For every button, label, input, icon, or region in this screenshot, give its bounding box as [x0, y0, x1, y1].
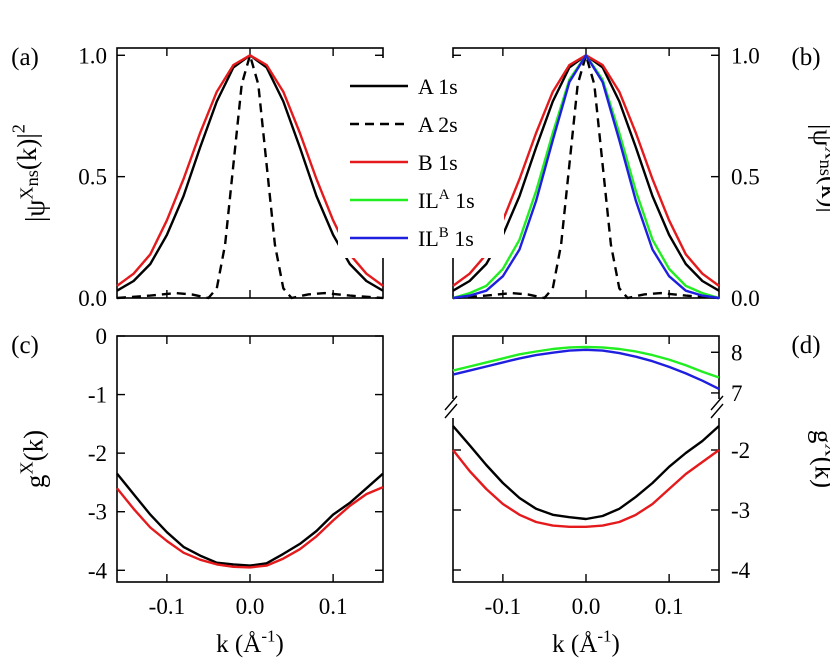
y-axis-label-a: |ψXns(k)|2 — [9, 124, 50, 222]
panel-c-frame — [116, 335, 384, 583]
y-axis-label-d-part: g — [808, 430, 830, 444]
x-axis-label-d-part: -1 — [597, 627, 611, 646]
legend-label: A 1s — [418, 74, 458, 99]
panel-label-c: (c) — [11, 332, 39, 359]
panel-a: (a) 0.0 0.5 1.0 |ψXns(k)|2 — [9, 43, 384, 311]
legend-label: B 1s — [418, 150, 458, 175]
panel-a-series-1 — [116, 54, 384, 300]
y-tick-label: 0.5 — [78, 165, 107, 190]
y-tick-label: -2 — [88, 441, 107, 466]
y-tick-label: 0.0 — [731, 286, 760, 311]
x-tick-label: 0.1 — [655, 594, 684, 619]
panel-b-series-4 — [452, 54, 720, 300]
y-axis-label-d-part: X — [821, 443, 830, 456]
legend-label: A 2s — [418, 112, 458, 137]
x-tick-label: 0.0 — [236, 594, 265, 619]
x-tick-label: -0.1 — [149, 594, 185, 619]
x-tick-label: 0.1 — [319, 594, 348, 619]
x-axis-label-c-part: -1 — [261, 627, 275, 646]
panel-d-series-0 — [452, 425, 720, 521]
legend-label-part: A 2s — [418, 112, 458, 137]
panel-c-series-0 — [116, 472, 384, 567]
y-tick-label: 0.5 — [731, 165, 760, 190]
y-axis-label-b-part: (k)| — [816, 176, 830, 213]
legend-label-part: IL — [418, 188, 439, 213]
axis-break-mark-left — [444, 403, 458, 419]
x-tick-label: -0.1 — [485, 594, 521, 619]
y-tick-label: 0.0 — [78, 286, 107, 311]
y-axis-label-a-part: (k)| — [12, 133, 42, 170]
y-axis-label-b: |ψXns(k)|2 — [808, 124, 830, 222]
y-axis-label-d: gX(k) — [808, 430, 830, 488]
axis-break-mark-right — [710, 395, 724, 411]
y-axis-label-c-part: g — [20, 475, 50, 489]
panel-d: -0.1 0.0 0.1 (d) 8 7 -2 -3 -4 gX(k) k (Å-1) — [444, 332, 830, 659]
x-axis-label-d-part: k (Å — [552, 631, 597, 658]
y-tick-label: -1 — [88, 383, 107, 408]
y-axis-label-c-part: (k) — [19, 430, 49, 461]
x-axis-label-d-part: ) — [611, 631, 619, 658]
panel-label-b: (b) — [791, 44, 820, 71]
legend-label-part: B — [439, 225, 449, 241]
y-axis-label-a-part: ns — [22, 170, 42, 186]
y-axis-label-a-part: 2 — [9, 124, 29, 133]
axis-break-mark-left — [444, 395, 458, 411]
x-axis-label-c-part: k (Å — [216, 631, 261, 658]
y-axis-label-b-part: |ψ — [808, 124, 830, 146]
legend-label: ILB 1s — [418, 225, 474, 251]
panel-d-series-3 — [452, 348, 720, 390]
x-axis-label-c-part: ) — [275, 631, 283, 658]
legend-label-part: 1s — [449, 226, 474, 251]
y-tick-label: -4 — [88, 558, 108, 583]
panel-b-series-1 — [452, 54, 720, 300]
axis-break-mark-right — [710, 403, 724, 419]
panel-label-d: (d) — [791, 332, 820, 359]
y-tick-label: 8 — [731, 340, 743, 365]
panel-d-series-1 — [452, 449, 720, 528]
y-tick-label: -3 — [731, 498, 750, 523]
y-tick-label: -3 — [88, 500, 107, 525]
x-axis-label-d: k (Å-1) — [552, 627, 620, 659]
legend-label-part: B 1s — [418, 150, 458, 175]
legend-label-part: A — [439, 187, 450, 203]
y-tick-label: 7 — [731, 381, 743, 406]
y-tick-label: 1.0 — [731, 43, 760, 68]
legend-label-part: A 1s — [418, 74, 458, 99]
y-tick-label: 0 — [96, 324, 108, 349]
x-axis-label-c: k (Å-1) — [216, 627, 284, 659]
y-axis-label-a-part: |ψ — [20, 200, 50, 222]
x-tick-label: 0.0 — [572, 594, 601, 619]
y-axis-label-b-part: ns — [816, 160, 830, 176]
legend-label: ILA 1s — [418, 187, 475, 213]
y-tick-label: -4 — [731, 558, 751, 583]
y-axis-label-c-part: X — [17, 461, 37, 474]
y-axis-label-c: gX(k) — [17, 430, 50, 488]
y-axis-label-a-part: X — [17, 186, 37, 199]
legend-background — [338, 58, 504, 258]
panel-label-a: (a) — [11, 44, 39, 71]
y-tick-label: -2 — [731, 438, 750, 463]
y-axis-label-b-part: X — [821, 146, 830, 159]
panel-c: -0.1 0.0 0.1(c) 0-1-2-3-4gX(k)k (Å-1) — [11, 324, 384, 659]
panel-d-series-2 — [452, 345, 720, 379]
y-axis-label-d-part: (k) — [809, 457, 830, 488]
panel-c-series-1 — [116, 485, 384, 569]
legend-label-part: 1s — [450, 188, 475, 213]
legend-label-part: IL — [418, 226, 439, 251]
y-tick-label: 1.0 — [78, 43, 107, 68]
